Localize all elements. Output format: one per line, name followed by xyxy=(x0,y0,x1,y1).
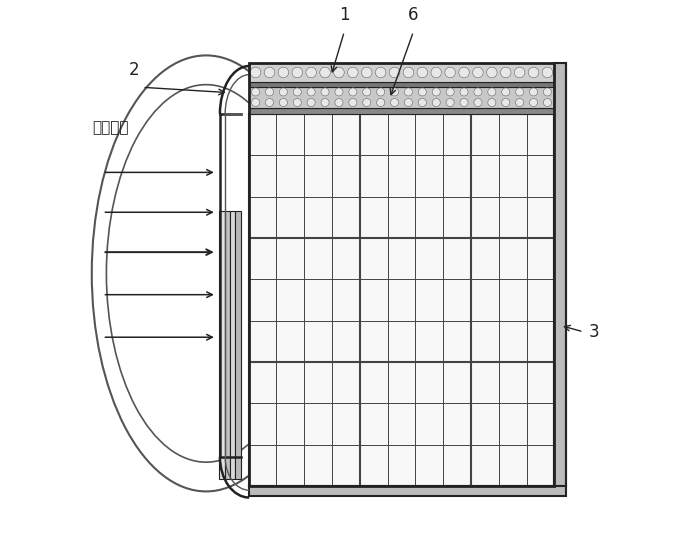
Bar xyxy=(248,63,555,82)
Circle shape xyxy=(514,67,525,78)
Circle shape xyxy=(432,98,440,107)
Circle shape xyxy=(265,98,273,107)
Circle shape xyxy=(500,67,511,78)
Circle shape xyxy=(405,98,412,107)
Text: 2: 2 xyxy=(129,61,139,79)
Circle shape xyxy=(363,98,371,107)
Circle shape xyxy=(405,88,412,96)
Circle shape xyxy=(377,88,384,96)
Bar xyxy=(248,63,555,486)
Circle shape xyxy=(543,98,552,107)
Bar xyxy=(248,63,555,486)
Circle shape xyxy=(334,67,344,78)
Circle shape xyxy=(251,98,260,107)
Circle shape xyxy=(321,88,329,96)
Circle shape xyxy=(446,88,454,96)
Bar xyxy=(555,63,566,486)
Circle shape xyxy=(377,98,384,107)
Circle shape xyxy=(474,98,482,107)
Text: 3: 3 xyxy=(589,323,600,341)
Circle shape xyxy=(335,88,343,96)
Text: 1: 1 xyxy=(339,5,350,24)
Text: 气流方向: 气流方向 xyxy=(92,119,128,134)
Bar xyxy=(248,108,555,114)
Circle shape xyxy=(292,67,303,78)
Circle shape xyxy=(280,88,287,96)
Circle shape xyxy=(417,67,428,78)
Circle shape xyxy=(307,98,315,107)
Text: 6: 6 xyxy=(408,5,418,24)
Circle shape xyxy=(488,88,496,96)
Bar xyxy=(235,211,241,479)
Circle shape xyxy=(375,67,386,78)
Circle shape xyxy=(348,67,358,78)
Circle shape xyxy=(446,98,454,107)
Circle shape xyxy=(432,88,440,96)
Circle shape xyxy=(502,88,510,96)
Circle shape xyxy=(335,98,343,107)
Circle shape xyxy=(530,98,538,107)
Circle shape xyxy=(251,67,261,78)
Bar xyxy=(248,82,555,87)
Circle shape xyxy=(362,67,372,78)
Circle shape xyxy=(363,88,371,96)
Circle shape xyxy=(280,98,287,107)
Bar xyxy=(248,87,555,108)
Circle shape xyxy=(320,67,330,78)
Circle shape xyxy=(418,88,426,96)
Circle shape xyxy=(488,98,496,107)
Circle shape xyxy=(459,67,469,78)
Circle shape xyxy=(265,88,273,96)
Circle shape xyxy=(445,67,455,78)
Circle shape xyxy=(349,88,357,96)
Circle shape xyxy=(278,67,289,78)
Circle shape xyxy=(306,67,316,78)
Bar xyxy=(225,211,230,479)
Circle shape xyxy=(516,98,524,107)
Circle shape xyxy=(294,98,301,107)
Circle shape xyxy=(473,67,483,78)
Circle shape xyxy=(321,98,329,107)
Circle shape xyxy=(530,88,538,96)
Bar xyxy=(230,211,235,479)
Circle shape xyxy=(391,88,398,96)
Circle shape xyxy=(418,98,426,107)
Circle shape xyxy=(264,67,275,78)
Circle shape xyxy=(460,88,468,96)
Circle shape xyxy=(543,88,552,96)
Circle shape xyxy=(307,88,315,96)
Circle shape xyxy=(389,67,400,78)
Circle shape xyxy=(516,88,524,96)
Bar xyxy=(248,486,566,495)
Circle shape xyxy=(251,88,260,96)
Circle shape xyxy=(542,67,552,78)
Circle shape xyxy=(349,98,357,107)
Circle shape xyxy=(486,67,497,78)
Circle shape xyxy=(502,98,510,107)
Circle shape xyxy=(294,88,301,96)
Circle shape xyxy=(431,67,441,78)
Circle shape xyxy=(391,98,398,107)
Circle shape xyxy=(474,88,482,96)
Bar xyxy=(219,211,225,479)
Circle shape xyxy=(460,98,468,107)
Bar xyxy=(248,114,555,486)
Circle shape xyxy=(528,67,539,78)
Circle shape xyxy=(403,67,414,78)
